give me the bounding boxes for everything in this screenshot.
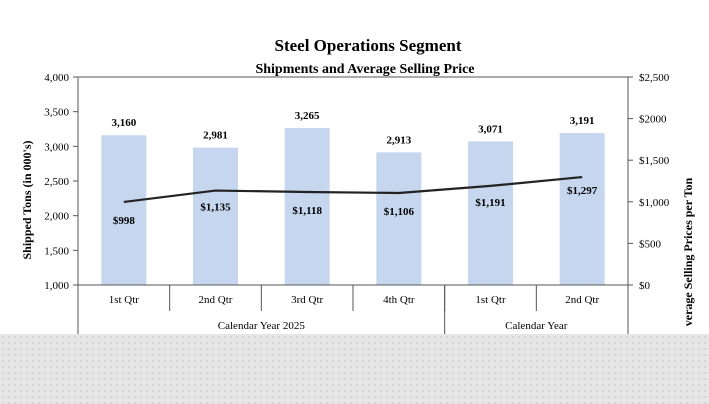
bar <box>468 141 513 285</box>
y2-tick-label: $500 <box>639 238 662 250</box>
group-label: Calendar Year <box>505 320 568 332</box>
y-tick-label: 3,000 <box>44 141 69 153</box>
y2-tick-label: $1,500 <box>639 155 670 167</box>
price-line <box>123 175 583 204</box>
bar-value-label: 2,913 <box>386 134 411 146</box>
bar <box>284 127 330 286</box>
bar-value-label: 3,071 <box>478 123 503 135</box>
bar <box>193 147 238 285</box>
group-label: Calendar Year 2025 <box>218 320 306 332</box>
y-tick-label: 1,000 <box>44 280 69 292</box>
bar <box>559 133 605 285</box>
category-label: 2nd Qtr <box>565 294 599 306</box>
y-tick-label: 4,000 <box>44 72 69 84</box>
bar-value-label: 3,160 <box>111 117 136 129</box>
line-value-label: $998 <box>113 215 136 227</box>
line-value-label: $1,118 <box>292 205 322 217</box>
line-value-label: $1,106 <box>384 206 415 218</box>
bar-value-label: 3,265 <box>295 110 320 122</box>
y2-axis-title: verage Selling Prices per Ton <box>681 177 695 326</box>
category-label: 3rd Qtr <box>291 294 323 306</box>
y2-tick-label: $1,000 <box>639 197 670 209</box>
y-tick-label: 1,500 <box>44 245 69 257</box>
category-label: 4th Qtr <box>383 294 415 306</box>
bar <box>376 152 422 285</box>
y-axis-title: Shipped Tons (in 000's) <box>20 140 34 259</box>
bar-value-label: 2,981 <box>203 130 228 142</box>
y-tick-label: 2,000 <box>44 211 69 223</box>
chart-subtitle: Shipments and Average Selling Price <box>255 62 474 77</box>
chart-title: Steel Operations Segment <box>275 36 462 55</box>
line-value-label: $1,297 <box>567 185 598 197</box>
bar <box>101 135 147 285</box>
category-label: 1st Qtr <box>109 294 140 306</box>
line-value-label: $1,135 <box>200 202 231 214</box>
y-tick-label: 3,500 <box>44 107 69 119</box>
bar-value-label: 3,191 <box>570 115 595 127</box>
category-label: 1st Qtr <box>475 294 506 306</box>
line-value-label: $1,191 <box>475 197 505 209</box>
y2-tick-label: $2000 <box>639 114 667 126</box>
y-tick-label: 2,500 <box>44 176 69 188</box>
category-label: 2nd Qtr <box>199 294 233 306</box>
y2-tick-label: $0 <box>639 280 651 292</box>
dotted-overlay-panel <box>0 334 709 404</box>
y2-tick-label: $2,500 <box>639 72 670 84</box>
